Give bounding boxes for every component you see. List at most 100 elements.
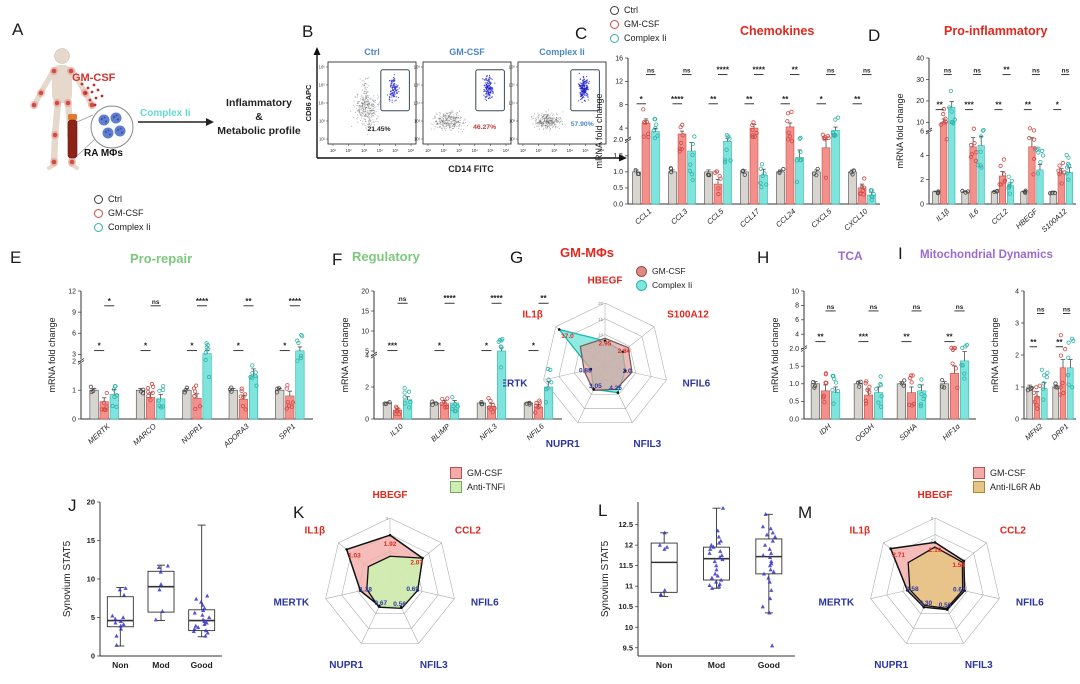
- panel-h-label: H: [757, 248, 770, 267]
- svg-text:4: 4: [795, 332, 799, 339]
- svg-text:NUPR1: NUPR1: [546, 439, 580, 450]
- svg-text:***: ***: [964, 101, 974, 110]
- svg-text:5: 5: [365, 348, 369, 355]
- ctrl-swatch-icon: [94, 194, 103, 204]
- svg-text:HBEGF: HBEGF: [588, 276, 623, 287]
- svg-text:0.56: 0.56: [393, 601, 406, 608]
- svg-text:0.67: 0.67: [375, 600, 388, 607]
- svg-text:10⁵: 10⁵: [487, 148, 494, 153]
- legend-label: GM-CSF: [624, 19, 660, 29]
- svg-text:NFIL3: NFIL3: [633, 439, 661, 450]
- svg-text:S100A12: S100A12: [1040, 206, 1070, 234]
- svg-text:4: 4: [920, 153, 924, 160]
- svg-text:**: **: [817, 333, 824, 342]
- radarM: 123HBEGF2.19CCL21.56NFIL60.62NFIL30.56NU…: [819, 490, 1045, 671]
- panel-f-label: F: [332, 250, 343, 269]
- svg-text:**: **: [854, 95, 861, 104]
- legend-item: GM-CSF: [973, 466, 1041, 480]
- blood-tube-icon: [67, 114, 96, 159]
- svg-text:10⁶: 10⁶: [598, 148, 605, 153]
- legend-label: GM-CSF: [467, 468, 503, 478]
- svg-text:10⁵: 10⁵: [392, 148, 399, 153]
- svg-text:NFIL3: NFIL3: [965, 660, 993, 671]
- svg-text:10: 10: [791, 288, 799, 295]
- svg-text:10⁵: 10⁵: [582, 148, 589, 153]
- svg-text:0: 0: [91, 652, 95, 661]
- svg-text:40: 40: [916, 55, 924, 62]
- svg-text:mRNA fold change: mRNA fold change: [990, 317, 1000, 392]
- svg-text:0.56: 0.56: [939, 602, 952, 609]
- svg-text:MERTK: MERTK: [503, 379, 528, 390]
- panel-b-label: B: [302, 22, 314, 41]
- svg-text:MERTK: MERTK: [274, 597, 310, 608]
- svg-text:**: **: [1056, 338, 1063, 347]
- legend-item: Complex Ii: [610, 31, 667, 45]
- svg-text:*: *: [640, 95, 644, 104]
- svg-text:10³: 10³: [414, 119, 421, 124]
- outcome-line-3: Metabolic profile: [217, 125, 301, 137]
- legend-label: Ctrl: [108, 194, 122, 204]
- svg-text:17.0: 17.0: [561, 333, 574, 340]
- svg-text:mRNA fold change: mRNA fold change: [895, 93, 905, 168]
- legend-radar-m: GM-CSF Anti-IL6R Ab: [973, 466, 1041, 494]
- svg-text:Complex Ii: Complex Ii: [539, 47, 585, 57]
- svg-text:**: **: [540, 294, 547, 303]
- svg-text:CD14 FITC: CD14 FITC: [448, 164, 494, 174]
- svg-text:0: 0: [72, 416, 76, 423]
- svg-text:2.19: 2.19: [929, 547, 942, 554]
- svg-text:15: 15: [598, 317, 603, 322]
- legend-label: Complex Ii: [624, 33, 667, 43]
- svg-text:***: ***: [388, 342, 398, 351]
- svg-text:*: *: [237, 342, 241, 351]
- panel-e-label: E: [10, 248, 22, 267]
- svg-text:ns: ns: [944, 68, 952, 75]
- barC: 0.0 0.5 1.0 1.5 2.0 4 8 12 16 mRNA fold change * ns…: [594, 55, 880, 232]
- svg-text:15: 15: [87, 536, 95, 545]
- svg-text:ns: ns: [956, 304, 964, 311]
- svg-text:ns: ns: [827, 68, 835, 75]
- svg-text:10: 10: [916, 120, 924, 127]
- svg-text:0.5: 0.5: [613, 185, 623, 192]
- svg-text:ns: ns: [683, 68, 691, 75]
- svg-text:IDH: IDH: [817, 421, 833, 437]
- svg-text:11.5: 11.5: [619, 561, 633, 570]
- svg-text:20: 20: [361, 288, 369, 295]
- complex-swatch-icon: [610, 33, 619, 43]
- svg-text:CXCL10: CXCL10: [842, 206, 870, 232]
- svg-text:****: ****: [490, 294, 503, 303]
- svg-text:*: *: [820, 95, 824, 104]
- svg-text:*: *: [283, 342, 287, 351]
- svg-text:Synovium STAT5: Synovium STAT5: [62, 540, 73, 617]
- legend-label: GM-CSF: [108, 208, 144, 218]
- svg-text:10⁵: 10⁵: [319, 83, 326, 88]
- gmcsf-swatch-icon: [450, 467, 462, 479]
- svg-text:10⁶: 10⁶: [414, 65, 421, 70]
- svg-text:**: **: [995, 101, 1002, 110]
- svg-text:****: ****: [753, 66, 766, 75]
- svg-text:*: *: [485, 342, 489, 351]
- svg-text:10⁴: 10⁴: [414, 101, 421, 106]
- svg-text:1.0: 1.0: [613, 169, 623, 176]
- svg-text:4.25: 4.25: [609, 385, 622, 392]
- svg-text:**: **: [245, 297, 252, 306]
- svg-text:2.0: 2.0: [613, 137, 623, 144]
- svg-text:10⁴: 10⁴: [472, 148, 479, 153]
- svg-text:CCL1: CCL1: [633, 207, 653, 227]
- svg-text:2: 2: [72, 359, 76, 366]
- radarK: 123HBEGF1.92CCL22.07NFIL60.69NFIL30.56NU…: [274, 490, 500, 671]
- svg-text:GM-CSF: GM-CSF: [449, 47, 485, 57]
- svg-text:**: **: [903, 333, 910, 342]
- panel-d-label: D: [868, 26, 881, 45]
- svg-text:IL10: IL10: [388, 421, 405, 438]
- complex-swatch-icon: [94, 222, 103, 232]
- panel-a-label: A: [12, 20, 24, 39]
- svg-text:0.0: 0.0: [789, 416, 799, 423]
- svg-text:**: **: [782, 95, 789, 104]
- svg-text:HBEGF: HBEGF: [1014, 207, 1040, 231]
- svg-text:4: 4: [1015, 288, 1019, 295]
- svg-text:**: **: [937, 101, 944, 110]
- svg-text:OGDH: OGDH: [853, 421, 876, 443]
- svg-text:0.5: 0.5: [789, 399, 799, 406]
- svg-text:CCL17: CCL17: [738, 206, 762, 229]
- svg-text:ADORA3: ADORA3: [221, 421, 251, 450]
